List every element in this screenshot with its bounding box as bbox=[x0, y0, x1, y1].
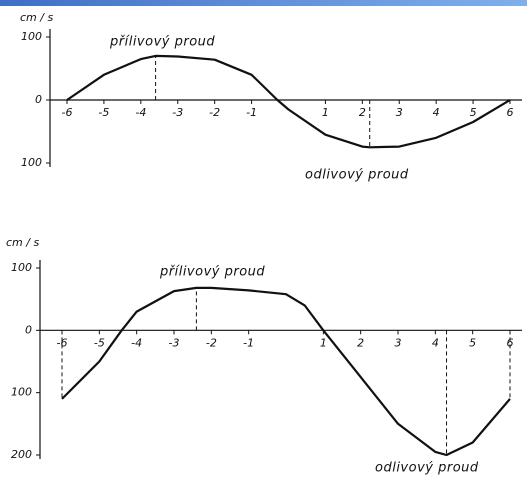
y-tick-label: 100 bbox=[21, 30, 42, 43]
x-tick-label: -5 bbox=[98, 106, 109, 119]
x-tick-label: -3 bbox=[169, 336, 180, 349]
x-tick-label: 4 bbox=[432, 336, 439, 349]
annotation: odlivový proud bbox=[305, 168, 409, 183]
x-tick-label: 5 bbox=[469, 336, 476, 349]
x-tick-label: 2 bbox=[359, 106, 366, 119]
curve bbox=[61, 286, 511, 457]
x-tick-label: 1 bbox=[322, 106, 329, 119]
x-tick-label: 3 bbox=[396, 106, 403, 119]
x-tick-label: -6 bbox=[57, 336, 68, 349]
y-tick-label: 100 bbox=[21, 156, 42, 169]
x-tick-label: 2 bbox=[357, 336, 364, 349]
curve bbox=[66, 54, 511, 149]
x-tick-label: -6 bbox=[62, 106, 73, 119]
x-tick-label: -4 bbox=[131, 336, 142, 349]
banner bbox=[0, 0, 527, 6]
x-tick-label: 4 bbox=[433, 106, 440, 119]
x-tick-label: -3 bbox=[172, 106, 183, 119]
y-tick-label: 0 bbox=[25, 323, 32, 336]
y-tick-label: 100 bbox=[11, 386, 32, 399]
x-tick-label: -2 bbox=[206, 336, 217, 349]
y-tick-label: 100 bbox=[11, 261, 32, 274]
x-tick-label: -2 bbox=[209, 106, 220, 119]
x-tick-label: 3 bbox=[395, 336, 402, 349]
y-tick-label: 200 bbox=[11, 448, 32, 461]
x-tick-label: -1 bbox=[243, 336, 254, 349]
x-tick-label: 5 bbox=[470, 106, 477, 119]
y-axis-label: cm / s bbox=[20, 11, 53, 24]
x-tick-label: 6 bbox=[507, 336, 514, 349]
x-tick-label: 6 bbox=[507, 106, 514, 119]
annotation: odlivový proud bbox=[375, 461, 479, 476]
x-tick-label: 1 bbox=[320, 336, 327, 349]
y-tick-label: 0 bbox=[35, 93, 42, 106]
annotation: přílivový proud bbox=[159, 265, 265, 280]
x-tick-label: -1 bbox=[246, 106, 257, 119]
annotation: přílivový proud bbox=[109, 35, 215, 50]
y-axis-label: cm / s bbox=[6, 236, 39, 249]
x-tick-label: -4 bbox=[135, 106, 146, 119]
x-tick-label: -5 bbox=[94, 336, 105, 349]
